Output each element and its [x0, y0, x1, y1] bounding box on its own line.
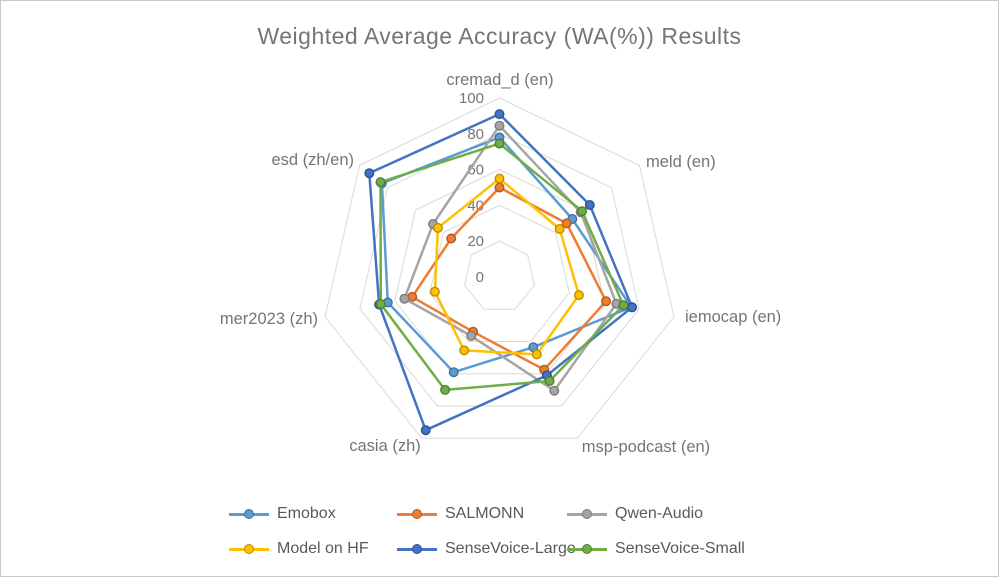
- legend-item-model-on-hf: Model on HF: [229, 539, 369, 559]
- radar-gridline-20: [464, 240, 535, 310]
- chart-title: Weighted Average Accuracy (WA(%)) Result…: [257, 23, 742, 49]
- data-point-qwen-audio-0: [494, 120, 505, 131]
- series-line-salmonn: [410, 186, 608, 371]
- series-sensevoice-large: [364, 109, 638, 436]
- data-point-model-on-hf-3: [531, 349, 542, 360]
- legend-item-qwen-audio: Qwen-Audio: [567, 504, 703, 524]
- data-point-sensevoice-small-5: [375, 299, 386, 310]
- data-point-model-on-hf-0: [494, 173, 505, 184]
- category-label-4: casia (zh): [349, 437, 421, 455]
- radar-gridline-40: [429, 204, 570, 342]
- data-point-qwen-audio-4: [466, 330, 477, 341]
- series-line-emobox: [380, 136, 633, 374]
- data-point-sensevoice-large-2: [627, 302, 638, 313]
- series-model-on-hf: [429, 173, 584, 360]
- legend-key-icon: [567, 544, 607, 554]
- data-point-sensevoice-large-1: [584, 199, 595, 210]
- data-point-salmonn-0: [494, 182, 505, 193]
- data-point-qwen-audio-3: [549, 385, 560, 396]
- value-axis-tick: 80: [467, 126, 484, 143]
- value-axis-tick: 100: [459, 90, 484, 107]
- category-label-5: mer2023 (zh): [220, 310, 318, 328]
- series-line-sensevoice-small: [379, 142, 625, 392]
- data-point-model-on-hf-6: [432, 222, 443, 233]
- legend-label: SenseVoice-Small: [615, 540, 745, 557]
- legend-label: SenseVoice-Large: [445, 540, 576, 557]
- legend-key-icon: [567, 509, 607, 519]
- category-label-6: esd (zh/en): [271, 151, 354, 169]
- data-point-qwen-audio-5: [399, 293, 410, 304]
- series-line-model-on-hf: [433, 177, 581, 356]
- legend-key-icon: [229, 509, 269, 519]
- legend-label: Model on HF: [277, 540, 369, 557]
- legend-key-icon: [397, 544, 437, 554]
- legend-item-salmonn: SALMONN: [397, 504, 524, 524]
- data-point-sensevoice-large-4: [420, 425, 431, 436]
- legend-item-sensevoice-small: SenseVoice-Small: [567, 539, 745, 559]
- value-axis-tick: 0: [476, 269, 484, 286]
- category-label-1: meld (en): [646, 153, 716, 171]
- series-salmonn: [407, 182, 612, 375]
- legend-item-emobox: Emobox: [229, 504, 336, 524]
- series-line-sensevoice-large: [368, 112, 634, 432]
- legend-label: SALMONN: [445, 505, 525, 522]
- data-point-model-on-hf-1: [554, 223, 565, 234]
- value-axis-tick: 20: [467, 233, 484, 250]
- legend-label: Emobox: [277, 505, 336, 522]
- category-label-2: iemocap (en): [685, 308, 781, 326]
- radar-gridline-100: [324, 97, 675, 439]
- data-point-sensevoice-large-0: [494, 109, 505, 120]
- data-point-sensevoice-small-6: [375, 177, 386, 188]
- legend-key-icon: [229, 544, 269, 554]
- legend-label: Qwen-Audio: [615, 505, 704, 522]
- category-label-3: msp-podcast (en): [582, 438, 710, 456]
- data-point-sensevoice-large-6: [364, 168, 375, 179]
- data-point-salmonn-6: [446, 233, 457, 244]
- data-point-sensevoice-small-1: [577, 206, 588, 217]
- legend-key-icon: [397, 509, 437, 519]
- data-point-model-on-hf-5: [429, 286, 440, 297]
- data-point-model-on-hf-4: [459, 345, 470, 356]
- data-point-salmonn-1: [561, 218, 572, 229]
- data-point-sensevoice-small-3: [544, 376, 555, 387]
- legend-item-sensevoice-large: SenseVoice-Large: [397, 539, 576, 559]
- data-point-emobox-4: [448, 367, 459, 378]
- data-point-sensevoice-small-2: [618, 300, 629, 311]
- series-line-qwen-audio: [403, 124, 618, 392]
- data-point-sensevoice-small-0: [494, 138, 505, 149]
- data-point-sensevoice-small-4: [440, 384, 451, 395]
- data-point-model-on-hf-2: [573, 290, 584, 301]
- data-point-salmonn-2: [601, 296, 612, 307]
- category-label-0: cremad_d (en): [446, 71, 553, 89]
- series-sensevoice-small: [375, 138, 629, 395]
